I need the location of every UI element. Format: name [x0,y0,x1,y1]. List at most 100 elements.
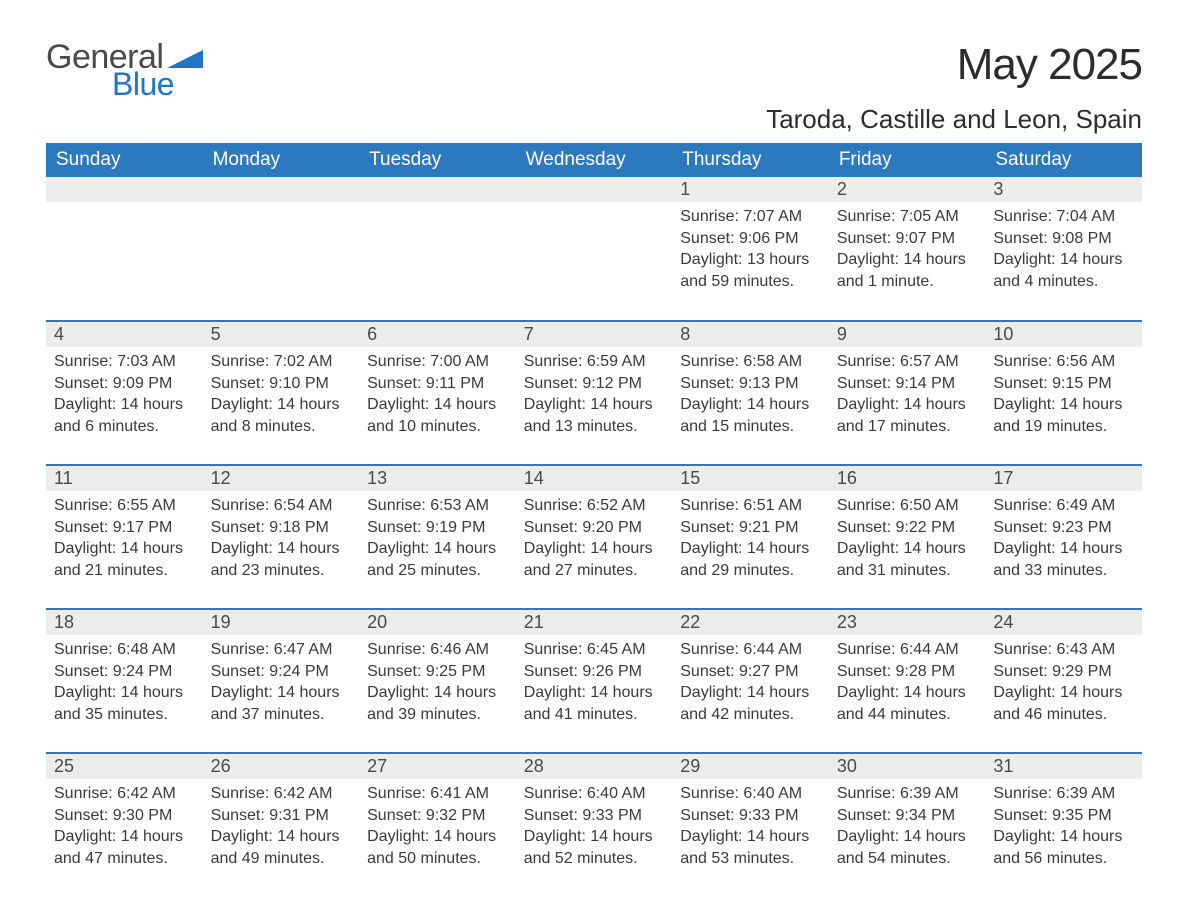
day-number: 24 [985,610,1142,635]
daylight-text: Daylight: 14 hours and 19 minutes. [993,394,1134,437]
sunrise-text: Sunrise: 6:44 AM [680,639,821,661]
day-number: 14 [516,466,673,491]
calendar-day-cell: 16Sunrise: 6:50 AMSunset: 9:22 PMDayligh… [829,465,986,609]
calendar-week-row: 25Sunrise: 6:42 AMSunset: 9:30 PMDayligh… [46,753,1142,897]
sunset-text: Sunset: 9:08 PM [993,228,1134,250]
day-number: 11 [46,466,203,491]
daylight-text: Daylight: 14 hours and 15 minutes. [680,394,821,437]
sunrise-text: Sunrise: 6:47 AM [211,639,352,661]
sunset-text: Sunset: 9:33 PM [524,805,665,827]
calendar-day-cell: 21Sunrise: 6:45 AMSunset: 9:26 PMDayligh… [516,609,673,753]
calendar-day-cell: 27Sunrise: 6:41 AMSunset: 9:32 PMDayligh… [359,753,516,897]
day-details: Sunrise: 6:56 AMSunset: 9:15 PMDaylight:… [985,347,1142,445]
day-number: 27 [359,754,516,779]
day-number: 25 [46,754,203,779]
day-details: Sunrise: 6:44 AMSunset: 9:28 PMDaylight:… [829,635,986,733]
daylight-text: Daylight: 14 hours and 29 minutes. [680,538,821,581]
daylight-text: Daylight: 14 hours and 6 minutes. [54,394,195,437]
sunrise-text: Sunrise: 6:49 AM [993,495,1134,517]
calendar-day-cell: 7Sunrise: 6:59 AMSunset: 9:12 PMDaylight… [516,321,673,465]
brand-logo: General Blue [46,40,203,100]
sunrise-text: Sunrise: 6:50 AM [837,495,978,517]
day-details: Sunrise: 6:39 AMSunset: 9:35 PMDaylight:… [985,779,1142,877]
weekday-header: Wednesday [516,143,673,177]
day-details: Sunrise: 6:51 AMSunset: 9:21 PMDaylight:… [672,491,829,589]
daylight-text: Daylight: 14 hours and 53 minutes. [680,826,821,869]
sunset-text: Sunset: 9:23 PM [993,517,1134,539]
daylight-text: Daylight: 14 hours and 27 minutes. [524,538,665,581]
day-number: 17 [985,466,1142,491]
daylight-text: Daylight: 14 hours and 8 minutes. [211,394,352,437]
calendar-day-cell: 30Sunrise: 6:39 AMSunset: 9:34 PMDayligh… [829,753,986,897]
day-number: 8 [672,322,829,347]
day-number [203,177,360,202]
sunset-text: Sunset: 9:14 PM [837,373,978,395]
sunset-text: Sunset: 9:33 PM [680,805,821,827]
sunset-text: Sunset: 9:10 PM [211,373,352,395]
sunset-text: Sunset: 9:17 PM [54,517,195,539]
sunrise-text: Sunrise: 6:44 AM [837,639,978,661]
sunrise-text: Sunrise: 6:40 AM [680,783,821,805]
calendar-day-cell: 13Sunrise: 6:53 AMSunset: 9:19 PMDayligh… [359,465,516,609]
daylight-text: Daylight: 14 hours and 17 minutes. [837,394,978,437]
sunset-text: Sunset: 9:22 PM [837,517,978,539]
day-details: Sunrise: 6:39 AMSunset: 9:34 PMDaylight:… [829,779,986,877]
location-subtitle: Taroda, Castille and Leon, Spain [766,104,1142,135]
sunrise-text: Sunrise: 6:52 AM [524,495,665,517]
sunrise-text: Sunrise: 6:41 AM [367,783,508,805]
weekday-header: Friday [829,143,986,177]
brand-word2: Blue [112,68,203,100]
day-number: 30 [829,754,986,779]
calendar-day-cell: 31Sunrise: 6:39 AMSunset: 9:35 PMDayligh… [985,753,1142,897]
daylight-text: Daylight: 14 hours and 42 minutes. [680,682,821,725]
daylight-text: Daylight: 14 hours and 56 minutes. [993,826,1134,869]
calendar-day-cell: 2Sunrise: 7:05 AMSunset: 9:07 PMDaylight… [829,177,986,321]
sunset-text: Sunset: 9:24 PM [54,661,195,683]
sunrise-text: Sunrise: 6:51 AM [680,495,821,517]
daylight-text: Daylight: 14 hours and 46 minutes. [993,682,1134,725]
sunrise-text: Sunrise: 6:45 AM [524,639,665,661]
daylight-text: Daylight: 14 hours and 25 minutes. [367,538,508,581]
weekday-header: Tuesday [359,143,516,177]
day-number: 22 [672,610,829,635]
calendar-day-cell: 10Sunrise: 6:56 AMSunset: 9:15 PMDayligh… [985,321,1142,465]
calendar-day-cell: 15Sunrise: 6:51 AMSunset: 9:21 PMDayligh… [672,465,829,609]
day-number: 5 [203,322,360,347]
day-details: Sunrise: 6:40 AMSunset: 9:33 PMDaylight:… [672,779,829,877]
day-number: 20 [359,610,516,635]
day-details: Sunrise: 6:42 AMSunset: 9:30 PMDaylight:… [46,779,203,877]
day-details: Sunrise: 6:55 AMSunset: 9:17 PMDaylight:… [46,491,203,589]
day-details: Sunrise: 6:53 AMSunset: 9:19 PMDaylight:… [359,491,516,589]
sunrise-text: Sunrise: 6:57 AM [837,351,978,373]
calendar-table: SundayMondayTuesdayWednesdayThursdayFrid… [46,143,1142,897]
calendar-week-row: 11Sunrise: 6:55 AMSunset: 9:17 PMDayligh… [46,465,1142,609]
day-number: 1 [672,177,829,202]
day-number: 15 [672,466,829,491]
calendar-day-cell: 17Sunrise: 6:49 AMSunset: 9:23 PMDayligh… [985,465,1142,609]
day-details: Sunrise: 6:43 AMSunset: 9:29 PMDaylight:… [985,635,1142,733]
weekday-header: Saturday [985,143,1142,177]
sunrise-text: Sunrise: 6:39 AM [837,783,978,805]
day-number: 6 [359,322,516,347]
daylight-text: Daylight: 14 hours and 54 minutes. [837,826,978,869]
day-number: 9 [829,322,986,347]
day-details: Sunrise: 6:46 AMSunset: 9:25 PMDaylight:… [359,635,516,733]
sunrise-text: Sunrise: 6:46 AM [367,639,508,661]
title-block: May 2025 Taroda, Castille and Leon, Spai… [766,40,1142,135]
sunrise-text: Sunrise: 6:55 AM [54,495,195,517]
sunset-text: Sunset: 9:18 PM [211,517,352,539]
day-number: 16 [829,466,986,491]
calendar-day-cell: 1Sunrise: 7:07 AMSunset: 9:06 PMDaylight… [672,177,829,321]
sunrise-text: Sunrise: 7:07 AM [680,206,821,228]
day-number: 31 [985,754,1142,779]
sunset-text: Sunset: 9:31 PM [211,805,352,827]
day-number [516,177,673,202]
sunset-text: Sunset: 9:25 PM [367,661,508,683]
calendar-day-cell: 20Sunrise: 6:46 AMSunset: 9:25 PMDayligh… [359,609,516,753]
day-details: Sunrise: 7:05 AMSunset: 9:07 PMDaylight:… [829,202,986,300]
day-number: 23 [829,610,986,635]
day-details: Sunrise: 7:07 AMSunset: 9:06 PMDaylight:… [672,202,829,300]
daylight-text: Daylight: 14 hours and 44 minutes. [837,682,978,725]
day-number: 26 [203,754,360,779]
calendar-day-cell: 29Sunrise: 6:40 AMSunset: 9:33 PMDayligh… [672,753,829,897]
